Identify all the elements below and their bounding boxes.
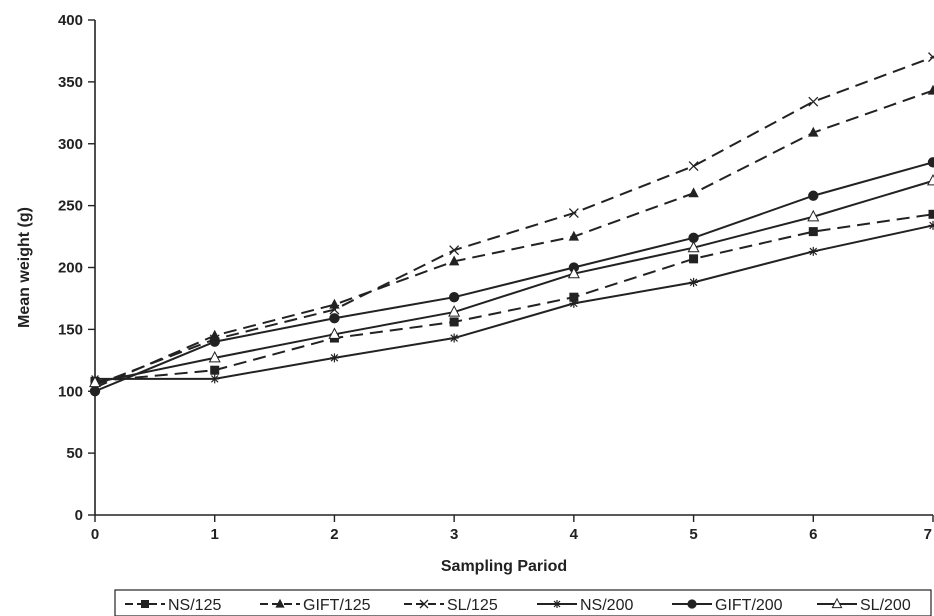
- legend-marker-sl-125: [419, 599, 429, 609]
- data-point-ns-125: [808, 227, 818, 237]
- data-point-sl-200: [328, 327, 341, 339]
- x-tick-label: 7: [924, 526, 932, 543]
- data-point-sl-125: [568, 208, 579, 219]
- y-axis-title: Mean weight (g): [16, 207, 33, 328]
- series-sl-200: [88, 173, 934, 388]
- data-point-gift-200: [688, 232, 699, 243]
- y-tick-label: 0: [75, 507, 83, 524]
- data-point-sl-200: [926, 173, 934, 186]
- data-point-sl-200: [88, 375, 102, 388]
- legend-item-ns-200: NS/200: [537, 597, 633, 614]
- legend-label-sl-200: SL/200: [860, 597, 911, 614]
- legend-marker-gift-125: [275, 598, 285, 608]
- series-line-sl-125: [94, 56, 934, 386]
- data-point-gift-125: [329, 298, 340, 309]
- data-point-gift-200: [209, 336, 220, 347]
- legend-label-gift-125: GIFT/125: [303, 597, 371, 614]
- x-axis-title: Sampling Pariod: [441, 558, 567, 575]
- data-point-ns-200: [928, 220, 934, 230]
- x-axis-ticks: 0 1 2 3 4 5 6 7: [91, 515, 934, 543]
- data-point-gift-125: [448, 255, 460, 266]
- data-point-ns-125: [210, 365, 220, 375]
- legend-item-ns-125: NS/125: [125, 597, 221, 614]
- y-tick-label: 200: [58, 260, 83, 277]
- y-tick-label: 50: [66, 445, 83, 462]
- legend-marker-ns-200: [553, 600, 561, 608]
- data-point-sl-200: [448, 305, 461, 317]
- plot-series: [88, 52, 934, 397]
- data-point-gift-200: [927, 157, 934, 168]
- data-point-ns-125: [569, 292, 579, 302]
- data-point-sl-125: [928, 52, 934, 63]
- axes: [94, 20, 933, 516]
- legend-marker-sl-200: [831, 597, 843, 609]
- x-tick-label: 2: [330, 526, 338, 543]
- x-tick-label: 1: [211, 526, 219, 543]
- data-point-gift-125: [808, 126, 819, 137]
- x-tick-label: 4: [570, 526, 579, 543]
- data-point-sl-200: [807, 209, 820, 222]
- series-line-ns-125: [94, 213, 934, 383]
- data-point-gift-125: [568, 230, 580, 241]
- data-point-ns-200: [449, 333, 459, 343]
- legend-item-sl-200: SL/200: [817, 597, 911, 614]
- y-tick-label: 300: [58, 136, 83, 153]
- data-point-gift-125: [927, 84, 934, 95]
- data-point-ns-125: [689, 254, 699, 264]
- data-point-ns-125: [928, 209, 934, 219]
- data-point-sl-125: [688, 161, 699, 171]
- data-point-sl-200: [208, 350, 221, 363]
- legend-label-sl-125: SL/125: [447, 597, 498, 614]
- data-point-gift-200: [329, 313, 340, 324]
- data-point-ns-200: [210, 374, 220, 384]
- data-point-gift-200: [808, 190, 819, 201]
- data-point-ns-200: [329, 353, 339, 363]
- x-tick-label: 0: [91, 526, 99, 543]
- x-tick-label: 6: [809, 526, 817, 543]
- legend-item-gift-125: GIFT/125: [260, 597, 371, 614]
- legend-label-ns-125: NS/125: [168, 597, 221, 614]
- legend-box: [114, 589, 932, 616]
- series-line-ns-200: [95, 224, 934, 380]
- series-line-gift-125: [94, 89, 934, 389]
- y-tick-label: 400: [58, 12, 83, 29]
- legend-item-gift-200: GIFT/200: [672, 597, 783, 614]
- data-point-ns-125: [449, 317, 459, 327]
- data-point-gift-200: [448, 292, 460, 303]
- data-point-sl-200: [687, 240, 700, 253]
- x-tick-label: 5: [689, 526, 697, 543]
- data-point-ns-200: [808, 246, 818, 256]
- y-tick-label: 250: [58, 198, 83, 215]
- series-line-gift-200: [94, 161, 934, 393]
- series-line-sl-200: [94, 179, 934, 384]
- data-point-sl-125: [808, 96, 819, 107]
- data-point-sl-200: [567, 266, 580, 279]
- y-tick-label: 100: [58, 383, 83, 400]
- x-tick-label: 3: [450, 526, 458, 543]
- legend-item-sl-125: SL/125: [404, 597, 498, 614]
- data-point-gift-125: [688, 187, 699, 198]
- legend-marker-gift-200: [687, 599, 697, 609]
- data-point-ns-200: [689, 277, 699, 287]
- legend-label-ns-200: NS/200: [580, 597, 633, 614]
- data-point-ns-200: [569, 298, 579, 308]
- series-gift-200: [89, 157, 934, 397]
- data-point-gift-200: [89, 386, 101, 397]
- legend-marker-ns-125: [141, 600, 149, 608]
- data-point-sl-125: [329, 304, 340, 315]
- y-tick-label: 350: [58, 74, 83, 91]
- legend: NS/125 GIFT/125 SL/125 NS/200 GIFT/200 SL/200: [114, 589, 932, 616]
- data-point-sl-125: [449, 245, 460, 256]
- legend-label-gift-200: GIFT/200: [715, 597, 783, 614]
- y-tick-label: 150: [58, 321, 83, 338]
- y-axis-ticks: 0 50 100 150 200 250 300 350 400: [58, 12, 95, 524]
